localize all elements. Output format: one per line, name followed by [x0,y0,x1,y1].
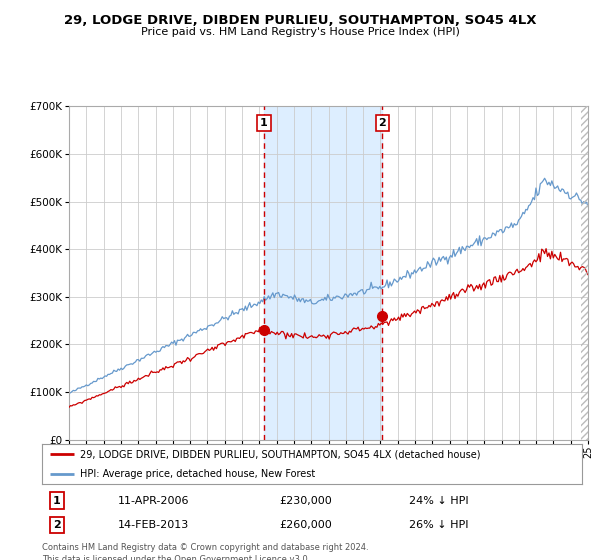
Text: 2: 2 [53,520,61,530]
Text: 26% ↓ HPI: 26% ↓ HPI [409,520,469,530]
Text: 29, LODGE DRIVE, DIBDEN PURLIEU, SOUTHAMPTON, SO45 4LX (detached house): 29, LODGE DRIVE, DIBDEN PURLIEU, SOUTHAM… [80,449,481,459]
Text: 29, LODGE DRIVE, DIBDEN PURLIEU, SOUTHAMPTON, SO45 4LX: 29, LODGE DRIVE, DIBDEN PURLIEU, SOUTHAM… [64,14,536,27]
Text: Contains HM Land Registry data © Crown copyright and database right 2024.
This d: Contains HM Land Registry data © Crown c… [42,543,368,560]
Text: 1: 1 [53,496,61,506]
Text: £230,000: £230,000 [280,496,332,506]
Text: 1: 1 [260,118,268,128]
Bar [581,106,588,440]
Text: 24% ↓ HPI: 24% ↓ HPI [409,496,469,506]
Text: 11-APR-2006: 11-APR-2006 [118,496,189,506]
Text: £260,000: £260,000 [280,520,332,530]
Text: 14-FEB-2013: 14-FEB-2013 [118,520,189,530]
Text: 2: 2 [379,118,386,128]
Text: Price paid vs. HM Land Registry's House Price Index (HPI): Price paid vs. HM Land Registry's House … [140,27,460,37]
Bar [264,106,382,440]
Text: HPI: Average price, detached house, New Forest: HPI: Average price, detached house, New … [80,469,315,479]
